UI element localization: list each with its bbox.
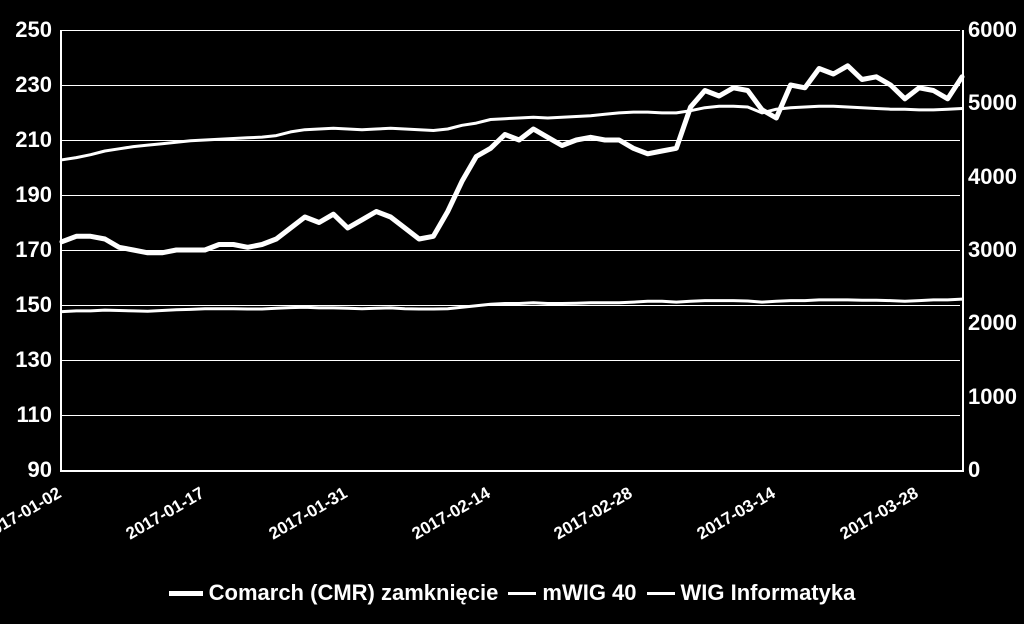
legend-item: Comarch (CMR) zamknięcie [169, 580, 499, 606]
x-tick-label: 2017-03-28 [826, 483, 923, 550]
y-left-tick-label: 150 [15, 292, 52, 318]
y-left-tick-label: 110 [17, 402, 53, 428]
y-left-tick-label: 250 [15, 17, 52, 43]
y-left-tick-label: 230 [15, 72, 52, 98]
series-line-1 [62, 106, 962, 160]
gridline [60, 140, 960, 141]
gridline [60, 415, 960, 416]
gridline [60, 305, 960, 306]
x-tick-label: 2017-01-02 [0, 483, 65, 550]
y-left-tick-label: 210 [15, 127, 52, 153]
legend-line-icon [508, 592, 536, 595]
gridline [60, 360, 960, 361]
y-right-tick-label: 2000 [968, 310, 1017, 336]
legend-line-icon [169, 591, 203, 596]
gridline [60, 85, 960, 86]
legend-label: mWIG 40 [542, 580, 636, 606]
legend-label: WIG Informatyka [681, 580, 856, 606]
gridline [60, 30, 960, 31]
y-right-tick-label: 1000 [968, 384, 1017, 410]
legend-item: mWIG 40 [508, 580, 636, 606]
y-right-tick-label: 0 [968, 457, 980, 483]
legend-line-icon [647, 592, 675, 595]
y-right-tick-label: 3000 [968, 237, 1017, 263]
plot-area [60, 30, 964, 472]
gridline [60, 195, 960, 196]
gridline [60, 470, 960, 471]
y-right-tick-label: 6000 [968, 17, 1017, 43]
x-tick-label: 2017-01-31 [254, 483, 351, 550]
stock-chart: 90 110 130 150 170 190 210 230 250 0 1000 2000 3000… [0, 0, 1024, 624]
x-tick-label: 2017-01-17 [111, 483, 208, 550]
legend: Comarch (CMR) zamknięcie mWIG 40 WIG Infor… [0, 580, 1024, 606]
y-right-tick-label: 4000 [968, 164, 1017, 190]
x-tick-label: 2017-02-14 [397, 483, 494, 550]
y-left-tick-label: 90 [28, 457, 52, 483]
legend-item: WIG Informatyka [647, 580, 856, 606]
y-left-tick-label: 190 [15, 182, 52, 208]
y-left-tick-label: 170 [15, 237, 52, 263]
gridline [60, 250, 960, 251]
y-left-tick-label: 130 [15, 347, 52, 373]
legend-label: Comarch (CMR) zamknięcie [209, 580, 499, 606]
x-tick-label: 2017-03-14 [683, 483, 780, 550]
series-line-0 [62, 66, 962, 253]
y-right-tick-label: 5000 [968, 90, 1017, 116]
x-tick-label: 2017-02-28 [540, 483, 637, 550]
